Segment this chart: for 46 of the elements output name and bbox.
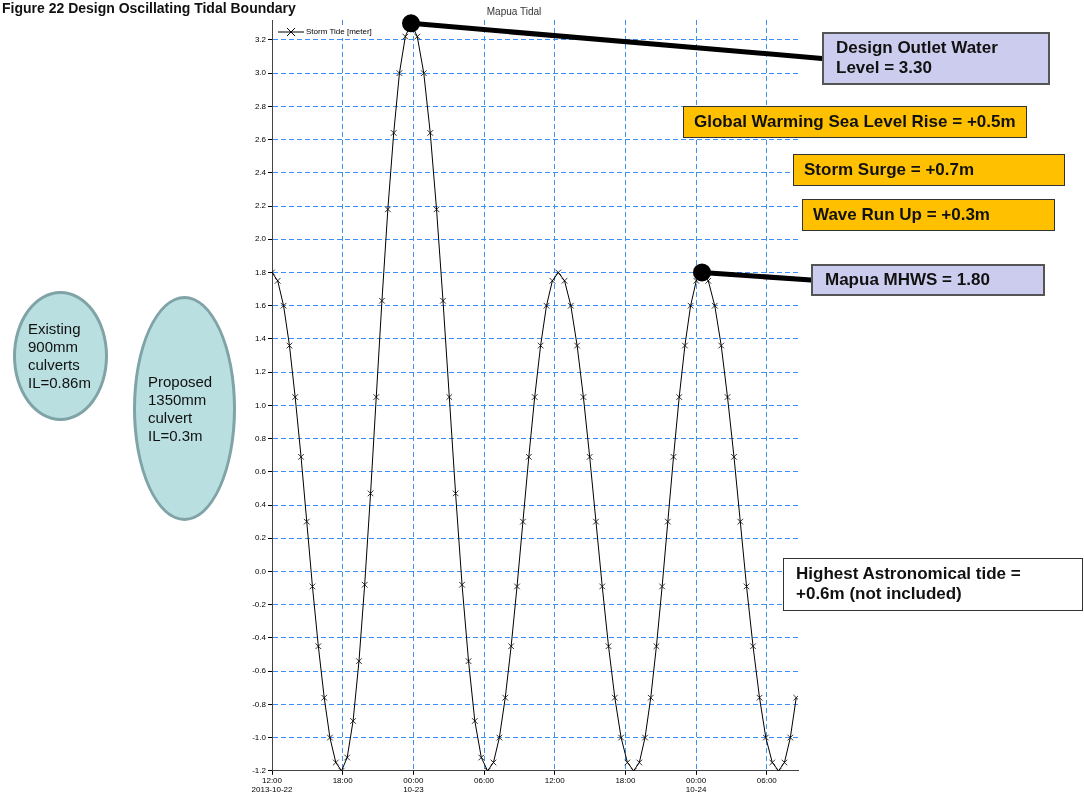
y-tick-label: 0.6 xyxy=(254,467,267,477)
y-tick-label: -0.8 xyxy=(252,699,267,709)
y-tick-label: 2.6 xyxy=(254,134,267,144)
callout-box: Wave Run Up = +0.3m xyxy=(802,199,1055,232)
y-tick-label: 1.6 xyxy=(254,300,267,310)
callout-box: Storm Surge = +0.7m xyxy=(793,154,1065,187)
chart-title: Mapua Tidal xyxy=(486,5,542,17)
x-tick-label: 12:00 xyxy=(544,775,566,785)
x-tick-label: 18:00 xyxy=(332,775,354,785)
callout-box: Mapua MHWS = 1.80 xyxy=(811,264,1045,297)
y-tick-label: 1.2 xyxy=(254,367,267,377)
x-tick-label: 06:00 xyxy=(756,775,778,785)
y-tick-label: 3.0 xyxy=(254,68,267,78)
y-tick-label: -0.4 xyxy=(252,633,267,643)
x-tick-label: 12:00 2013-10-22 xyxy=(251,775,294,795)
y-tick-label: 2.8 xyxy=(254,101,267,111)
annotation: Highest Astronomical tide = +0.6m (not included) xyxy=(796,564,1021,604)
y-tick-label: -0.2 xyxy=(252,599,267,609)
y-tick-label: 0.2 xyxy=(254,533,267,543)
y-tick-label: -1.0 xyxy=(252,732,267,742)
y-tick-label: -0.6 xyxy=(252,666,267,676)
y-tick-label: 3.2 xyxy=(254,35,267,45)
callout-box: Highest Astronomical tide = +0.6m (not included) xyxy=(783,558,1083,611)
y-tick-label: 2.4 xyxy=(254,168,267,178)
y-tick-label: 0.0 xyxy=(254,566,267,576)
y-tick-label: 2.2 xyxy=(254,201,267,211)
x-tick-label: 00:00 10-24 xyxy=(685,775,707,795)
callout-box: Global Warming Sea Level Rise = +0.5m xyxy=(683,106,1027,139)
y-tick-label: 0.8 xyxy=(254,433,267,443)
oval-shape: Proposed 1350mm culvert IL=0.3m xyxy=(133,296,236,521)
callout-box: Design Outlet Water Level = 3.30 xyxy=(822,32,1050,85)
x-tick-label: 06:00 xyxy=(474,775,495,785)
annotation: Design Outlet Water Level = 3.30 xyxy=(836,38,998,78)
y-tick-label: 1.8 xyxy=(254,267,267,277)
y-tick-label: 0.4 xyxy=(254,500,267,510)
caption: Figure 22 Design Oscillating Tidal Boundary xyxy=(2,0,296,16)
y-tick-label: 1.4 xyxy=(254,334,267,344)
legend-label: Storm Tide [meter] xyxy=(306,27,372,37)
annotation: Global Warming Sea Level Rise = +0.5m xyxy=(694,112,1016,131)
annotation: Mapua MHWS = 1.80 xyxy=(825,270,990,289)
x-tick-label: 18:00 xyxy=(615,775,636,785)
y-tick-label: -1.2 xyxy=(252,766,267,775)
oval-shape: Existing 900mm culverts IL=0.86m xyxy=(13,291,108,421)
y-tick-label: 2.0 xyxy=(254,234,267,244)
y-tick-label: 1.0 xyxy=(254,400,267,410)
x-tick-label: 00:00 10-23 xyxy=(403,775,425,795)
